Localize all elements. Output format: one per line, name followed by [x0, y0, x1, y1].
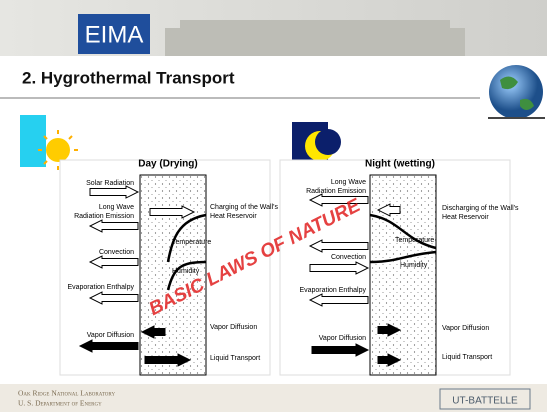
- inside-label: Humidity: [172, 268, 200, 275]
- footer-partner: UT-BATTELLE: [452, 396, 518, 407]
- night-wall: [370, 175, 436, 375]
- outside-label: Vapor Diffusion: [87, 332, 134, 339]
- outside-label: Solar Radiation: [86, 180, 134, 187]
- inside-label: Discharging of the Wall's: [442, 205, 519, 212]
- outside-label: Long Wave: [99, 204, 134, 211]
- logo: EIMA: [85, 21, 144, 48]
- footer-department: U. S. Department of Energy: [18, 399, 102, 408]
- inside-label: Temperature: [172, 239, 211, 246]
- inside-label: Liquid Transport: [442, 354, 492, 361]
- inside-label: Heat Reservoir: [210, 213, 257, 220]
- slide: EIMA 2. Hygrothermal Transport Day (Dryi…: [0, 0, 547, 412]
- panel-title: Day (Drying): [138, 159, 197, 170]
- inside-label: Charging of the Wall's: [210, 204, 278, 211]
- inside-label: Vapor Diffusion: [442, 325, 489, 332]
- building-silhouette: [165, 20, 465, 56]
- inside-label: Liquid Transport: [210, 355, 260, 362]
- outside-label: Evaporation Enthalpy: [67, 284, 134, 291]
- inside-label: Temperature: [395, 237, 434, 244]
- outside-label: Radiation Emission: [74, 213, 134, 220]
- outside-label: Convection: [99, 249, 134, 256]
- inside-label: Vapor Diffusion: [210, 324, 257, 331]
- slide-title: 2. Hygrothermal Transport: [22, 68, 235, 87]
- panel-title: Night (wetting): [365, 159, 435, 170]
- outside-label: Convection: [331, 254, 366, 261]
- outside-label: Long Wave: [331, 179, 366, 186]
- footer-lab: Oak Ridge National Laboratory: [18, 389, 115, 398]
- outside-label: Vapor Diffusion: [319, 335, 366, 342]
- inside-label: Heat Reservoir: [442, 214, 489, 221]
- inside-label: Humidity: [400, 262, 428, 269]
- outside-label: Radiation Emission: [306, 188, 366, 195]
- outside-label: Evaporation Enthalpy: [299, 287, 366, 294]
